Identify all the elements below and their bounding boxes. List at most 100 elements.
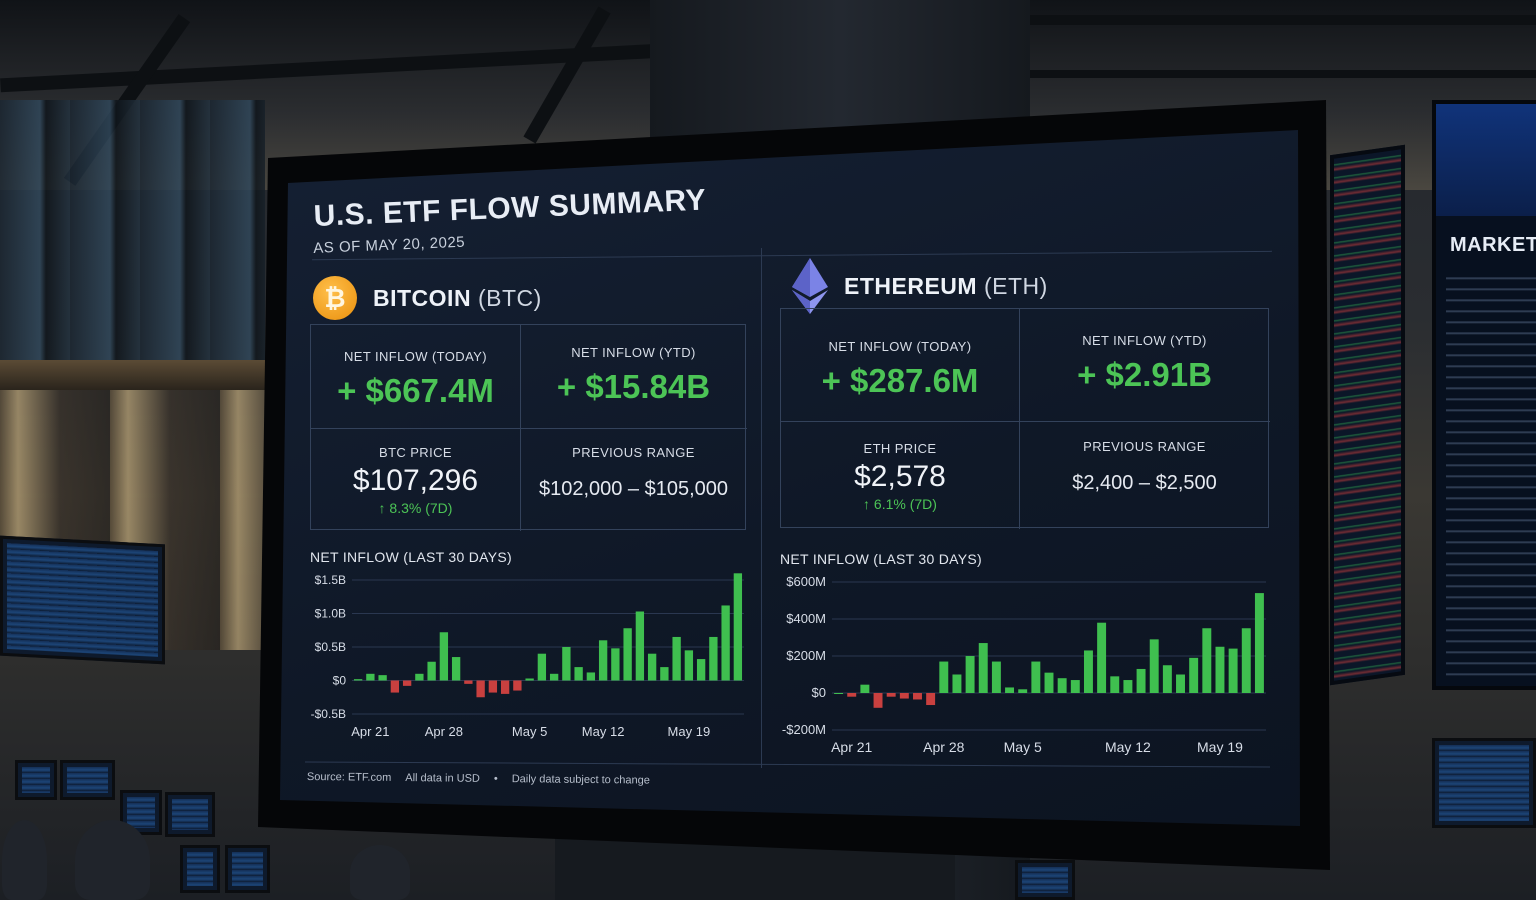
y-tick-label: -$200M	[782, 722, 826, 737]
bar	[476, 680, 485, 698]
bar	[1189, 657, 1199, 693]
btc-price: BTC PRICE $107,296 ↑ 8.3% (7D)	[311, 445, 520, 516]
desk-monitor	[60, 760, 115, 800]
y-tick-label: $1.5B	[315, 573, 346, 587]
etf-dashboard-screen: U.S. ETF FLOW SUMMARY AS OF MAY 20, 2025…	[280, 130, 1300, 826]
footer-source: Source: ETF.com	[306, 771, 392, 784]
bar	[574, 667, 583, 681]
page-title: U.S. ETF FLOW SUMMARY	[313, 183, 707, 233]
desk-monitor	[225, 845, 270, 893]
eth-header: ETHEREUM (ETH)	[792, 258, 1048, 314]
bar	[965, 656, 975, 693]
y-tick-label: $0.5B	[315, 640, 346, 654]
eth-net-inflow-today-label: NET INFLOW (TODAY)	[828, 339, 972, 354]
bar	[847, 693, 857, 697]
btc-name: BITCOIN	[373, 284, 472, 311]
y-tick-label: -$0.5B	[311, 707, 346, 721]
bar	[684, 650, 694, 681]
bar	[696, 659, 706, 681]
panel-divider	[761, 248, 762, 768]
btc-stats-grid: NET INFLOW (TODAY) + $667.4M NET INFLOW …	[310, 324, 747, 531]
y-tick-label: $0	[333, 674, 347, 688]
bar	[939, 661, 949, 693]
trader-silhouette	[350, 845, 410, 900]
x-tick-label: Apr 28	[923, 739, 964, 755]
eth-price-value: $2,578	[854, 460, 946, 493]
eth-range-value: $2,400 – $2,500	[1072, 472, 1217, 494]
bar	[1057, 678, 1067, 693]
x-tick-label: May 12	[1105, 739, 1151, 755]
grid-line	[1019, 309, 1020, 529]
bar	[1202, 628, 1212, 693]
footer-currency: All data in USD	[405, 772, 480, 785]
eth-ticker: (ETH)	[983, 272, 1048, 299]
bar	[647, 653, 657, 681]
x-tick-label: Apr 28	[425, 724, 463, 739]
x-tick-label: May 5	[1004, 739, 1042, 755]
bar	[1123, 680, 1133, 693]
desk-monitor	[15, 760, 57, 800]
desk-monitor	[165, 792, 215, 837]
bar	[1162, 665, 1172, 693]
bar	[672, 636, 681, 681]
bar	[427, 661, 436, 681]
bar	[1136, 668, 1146, 693]
bar	[1070, 680, 1080, 693]
bar	[1083, 650, 1093, 693]
btc-range-value: $102,000 – $105,000	[538, 478, 729, 500]
y-tick-label: $200M	[786, 648, 826, 663]
bar	[899, 693, 909, 699]
bar	[1110, 676, 1120, 693]
bar	[439, 632, 449, 681]
footer-disclaimer: Daily data subject to change	[511, 773, 650, 787]
desk-monitor	[180, 845, 220, 893]
bar	[611, 648, 620, 681]
btc-header: ₿ BITCOIN (BTC)	[313, 276, 542, 320]
bar	[926, 693, 936, 706]
y-tick-label: $0	[812, 685, 826, 700]
bar	[860, 684, 870, 693]
footer: Source: ETF.com All data in USD • Daily …	[307, 771, 650, 787]
btc-price-value: $107,296	[352, 464, 479, 497]
market-board-label: MARKET	[1450, 234, 1536, 256]
stock-ticker-board	[1330, 144, 1405, 686]
btc-inflow-chart: $1.5B $1.0B $0.5B $0 -$0.5B Apr 21 Apr 28 May 5…	[311, 573, 744, 739]
bar	[390, 680, 400, 693]
bar	[709, 636, 718, 681]
x-tick-label: May 19	[1197, 739, 1243, 755]
x-tick-label: Apr 21	[831, 739, 872, 755]
bar	[913, 693, 922, 700]
eth-price: ETH PRICE $2,578 ↑ 6.1% (7D)	[781, 441, 1019, 512]
eth-title: ETHEREUM (ETH)	[844, 273, 1048, 300]
btc-net-inflow-today: NET INFLOW (TODAY) + $667.4M	[311, 349, 520, 410]
eth-name: ETHEREUM	[844, 272, 978, 299]
bar	[415, 673, 424, 681]
bar	[991, 661, 1001, 693]
btc-net-inflow-today-value: + $667.4M	[337, 372, 494, 409]
bar	[451, 657, 461, 681]
bar	[537, 653, 547, 681]
glass-windows	[0, 100, 265, 360]
grid-line	[311, 428, 747, 429]
bar	[978, 643, 988, 693]
ceiling-beam	[1030, 70, 1536, 78]
bar	[1176, 674, 1185, 693]
footer-separator: •	[493, 772, 498, 785]
bar	[1044, 672, 1054, 693]
bar	[1149, 639, 1159, 693]
bar	[952, 674, 962, 693]
bar	[1018, 689, 1028, 693]
bar	[1254, 593, 1264, 693]
bar	[598, 640, 608, 681]
bar	[1031, 661, 1041, 693]
bar	[873, 693, 883, 708]
x-tick-label: May 19	[668, 724, 711, 739]
bar	[660, 667, 669, 681]
bar	[586, 672, 596, 681]
bar	[1228, 648, 1238, 693]
bitcoin-icon: ₿	[313, 276, 357, 320]
eth-price-label: ETH PRICE	[863, 441, 937, 456]
x-tick-label: Apr 21	[351, 724, 389, 739]
btc-price-label: BTC PRICE	[379, 445, 452, 460]
x-tick-label: May 5	[512, 724, 547, 739]
